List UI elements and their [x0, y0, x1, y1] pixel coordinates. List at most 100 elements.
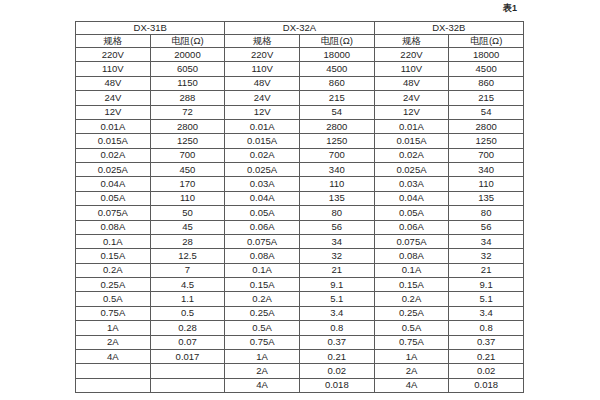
resistance-cell: 1250: [150, 134, 225, 148]
spec-cell: 0.15A: [225, 278, 300, 292]
resistance-cell: 170: [150, 177, 225, 191]
column-header-spec: 规格: [374, 35, 449, 48]
spec-cell: 0.015A: [225, 134, 300, 148]
resistance-cell: 3.4: [449, 306, 524, 320]
table-row: 0.1A280.075A340.075A34: [76, 234, 524, 248]
table-row: 24V28824V21524V215: [76, 91, 524, 105]
resistance-cell: 50: [150, 206, 225, 220]
spec-cell: 0.02A: [76, 148, 151, 162]
resistance-cell: 3.4: [299, 306, 374, 320]
resistance-cell: 1250: [299, 134, 374, 148]
resistance-cell: 80: [449, 206, 524, 220]
group-header-dx-32a: DX-32A: [225, 22, 374, 35]
spec-cell: 0.03A: [374, 177, 449, 191]
spec-cell: 24V: [225, 91, 300, 105]
column-header-resistance: 电阻(Ω): [299, 35, 374, 48]
resistance-cell: 54: [299, 105, 374, 119]
spec-cell: 110V: [374, 62, 449, 76]
resistance-cell: 0.02: [449, 364, 524, 378]
spec-cell: 0.15A: [76, 249, 151, 263]
resistance-cell: 288: [150, 91, 225, 105]
table-row: 0.01A28000.01A28000.01A2800: [76, 119, 524, 133]
resistance-cell: 56: [449, 220, 524, 234]
column-header-resistance: 电阻(Ω): [449, 35, 524, 48]
spec-cell: 0.075A: [374, 234, 449, 248]
spec-cell: 220V: [76, 48, 151, 62]
spec-cell: 0.2A: [76, 263, 151, 277]
table-row: 0.5A1.10.2A5.10.2A5.1: [76, 292, 524, 306]
resistance-spec-table: DX-31B DX-32A DX-32B 规格 电阻(Ω) 规格 电阻(Ω) 规…: [75, 21, 524, 393]
spec-cell: 0.05A: [76, 191, 151, 205]
resistance-cell: 450: [150, 163, 225, 177]
spec-cell: 0.05A: [374, 206, 449, 220]
resistance-cell: 700: [449, 148, 524, 162]
page: 表1 DX-31B DX-32A DX-32B 规格 电阻(Ω) 规格 电阻(Ω…: [0, 0, 600, 400]
table-row: 0.025A4500.025A3400.025A340: [76, 163, 524, 177]
resistance-cell: 0.017: [150, 349, 225, 363]
resistance-cell: 0.37: [449, 335, 524, 349]
resistance-cell: 1250: [449, 134, 524, 148]
spec-cell: 24V: [374, 91, 449, 105]
resistance-cell: 860: [299, 76, 374, 90]
resistance-cell: 340: [299, 163, 374, 177]
resistance-cell: 0.02: [299, 364, 374, 378]
resistance-cell: 18000: [449, 48, 524, 62]
group-header-dx-32b: DX-32B: [374, 22, 523, 35]
spec-cell: 0.5A: [374, 321, 449, 335]
resistance-cell: 2800: [299, 119, 374, 133]
resistance-cell: 0.8: [449, 321, 524, 335]
table-row: 0.08A450.06A560.06A56: [76, 220, 524, 234]
resistance-cell: 0.37: [299, 335, 374, 349]
spec-cell: 0.1A: [225, 263, 300, 277]
spec-cell: 110V: [76, 62, 151, 76]
resistance-cell: 9.1: [449, 278, 524, 292]
spec-cell: 110V: [225, 62, 300, 76]
spec-cell: 4A: [225, 378, 300, 392]
spec-cell: 0.01A: [225, 119, 300, 133]
spec-cell: 0.2A: [374, 292, 449, 306]
spec-cell: 4A: [374, 378, 449, 392]
resistance-cell: 2800: [150, 119, 225, 133]
resistance-cell: 5.1: [299, 292, 374, 306]
resistance-cell: 54: [449, 105, 524, 119]
resistance-cell: 9.1: [299, 278, 374, 292]
spec-cell: 0.25A: [374, 306, 449, 320]
resistance-cell: 21: [449, 263, 524, 277]
spec-cell: 0.03A: [225, 177, 300, 191]
table-row: 2A0.070.75A0.370.75A0.37: [76, 335, 524, 349]
table-row: 0.075A500.05A800.05A80: [76, 206, 524, 220]
resistance-cell: 2800: [449, 119, 524, 133]
table-row: 48V115048V86048V860: [76, 76, 524, 90]
table-row: 220V20000220V18000220V18000: [76, 48, 524, 62]
resistance-cell: 34: [449, 234, 524, 248]
resistance-cell: 21: [299, 263, 374, 277]
resistance-cell: 0.21: [299, 349, 374, 363]
spec-cell: 0.25A: [225, 306, 300, 320]
spec-cell: 0.04A: [374, 191, 449, 205]
spec-cell: 48V: [225, 76, 300, 90]
spec-cell: 0.1A: [76, 234, 151, 248]
table-row: 0.04A1700.03A1100.03A110: [76, 177, 524, 191]
spec-cell: 1A: [374, 349, 449, 363]
resistance-cell: 700: [150, 148, 225, 162]
resistance-cell: 45: [150, 220, 225, 234]
resistance-cell: 12.5: [150, 249, 225, 263]
table-row: 0.25A4.50.15A9.10.15A9.1: [76, 278, 524, 292]
table-caption: 表1: [503, 2, 517, 15]
resistance-cell: 7: [150, 263, 225, 277]
spec-cell: 2A: [374, 364, 449, 378]
resistance-cell: 0.018: [449, 378, 524, 392]
resistance-cell: 28: [150, 234, 225, 248]
table-row: 1A0.280.5A0.80.5A0.8: [76, 321, 524, 335]
resistance-cell: 1.1: [150, 292, 225, 306]
spec-cell: [76, 364, 151, 378]
table-row: 4A0.0171A0.211A0.21: [76, 349, 524, 363]
column-header-resistance: 电阻(Ω): [150, 35, 225, 48]
resistance-cell: 6050: [150, 62, 225, 76]
spec-cell: 1A: [225, 349, 300, 363]
spec-cell: 4A: [76, 349, 151, 363]
table-row: 0.15A12.50.08A320.08A32: [76, 249, 524, 263]
resistance-cell: 110: [299, 177, 374, 191]
spec-cell: 220V: [374, 48, 449, 62]
spec-cell: 0.2A: [225, 292, 300, 306]
